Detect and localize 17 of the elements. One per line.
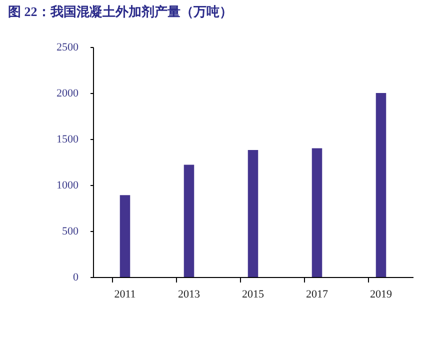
y-tick-label: 500 (62, 226, 79, 238)
y-tick-label: 0 (73, 272, 79, 284)
y-tick-label: 1000 (56, 180, 79, 192)
bar (312, 148, 322, 277)
x-tick-label: 2015 (242, 288, 264, 300)
x-tick-label: 2013 (178, 288, 200, 300)
x-tick-label: 2019 (370, 288, 392, 300)
chart-title: 图 22：我国混凝土外加剂产量（万吨） (8, 4, 232, 19)
x-tick-label: 2017 (306, 288, 328, 300)
bar (376, 93, 386, 277)
bar (120, 195, 130, 277)
bar (248, 150, 258, 277)
x-tick-label: 2011 (114, 288, 136, 300)
y-tick-label: 1500 (56, 134, 79, 146)
y-tick-label: 2500 (56, 42, 79, 54)
bar (184, 164, 194, 277)
y-tick-label: 2000 (56, 88, 79, 100)
